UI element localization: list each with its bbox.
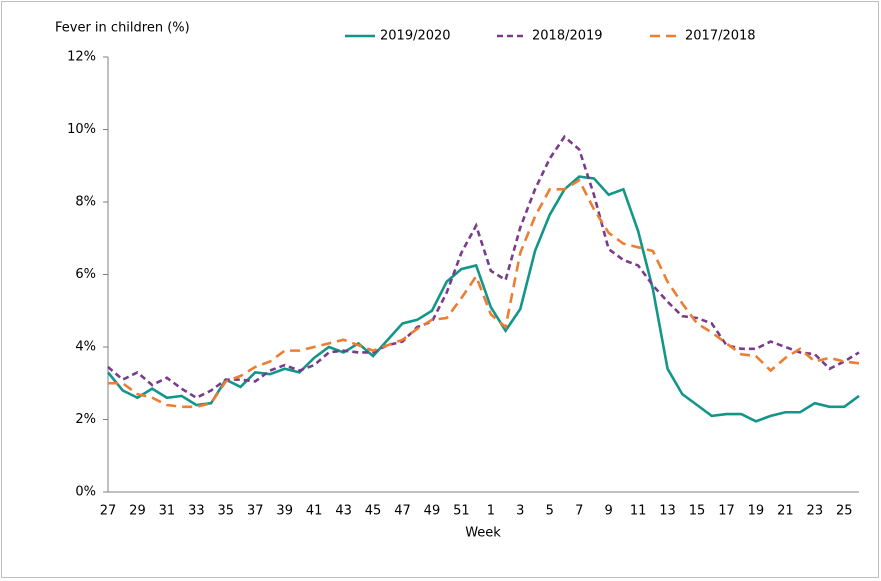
x-tick-label: 31 (159, 504, 176, 519)
x-tick-label: 29 (129, 504, 146, 519)
x-tick-label: 45 (365, 504, 382, 519)
y-tick-label: 12% (67, 50, 96, 65)
x-axis-title: Week (465, 526, 501, 541)
x-tick-label: 21 (777, 504, 794, 519)
x-tick-label: 47 (394, 504, 411, 519)
x-tick-label: 41 (306, 504, 323, 519)
x-tick-label: 43 (335, 504, 352, 519)
x-tick-label: 5 (546, 504, 554, 519)
series-line (106, 175, 860, 423)
x-tick-label: 17 (718, 504, 735, 519)
y-tick-label: 0% (75, 485, 96, 500)
x-tick-label: 7 (575, 504, 583, 519)
x-tick-label: 25 (836, 504, 853, 519)
x-tick-label: 15 (689, 504, 706, 519)
x-tick-label: 3 (516, 504, 524, 519)
x-tick-label: 49 (424, 504, 441, 519)
y-tick-label: 4% (75, 340, 96, 355)
x-tick-label: 1 (487, 504, 495, 519)
x-tick-label: 35 (218, 504, 235, 519)
x-tick-label: 33 (188, 504, 205, 519)
x-tick-label: 19 (748, 504, 765, 519)
x-tick-label: 37 (247, 504, 264, 519)
x-tick-label: 9 (605, 504, 613, 519)
series-line (108, 178, 860, 409)
y-tick-label: 8% (75, 195, 96, 210)
y-tick-label: 10% (67, 122, 96, 137)
x-tick-label: 13 (659, 504, 676, 519)
y-tick-label: 6% (75, 267, 96, 282)
legend-label: 2017/2018 (685, 29, 756, 44)
legend-label: 2018/2019 (532, 29, 603, 44)
legend-label: 2019/2020 (380, 29, 451, 44)
y-tick-label: 2% (75, 412, 96, 427)
y-axis-title: Fever in children (%) (55, 21, 190, 36)
series-line (107, 134, 860, 400)
x-tick-label: 27 (100, 504, 117, 519)
x-tick-label: 51 (453, 504, 470, 519)
x-tick-label: 11 (630, 504, 647, 519)
x-tick-label: 39 (276, 504, 293, 519)
x-tick-label: 23 (807, 504, 824, 519)
